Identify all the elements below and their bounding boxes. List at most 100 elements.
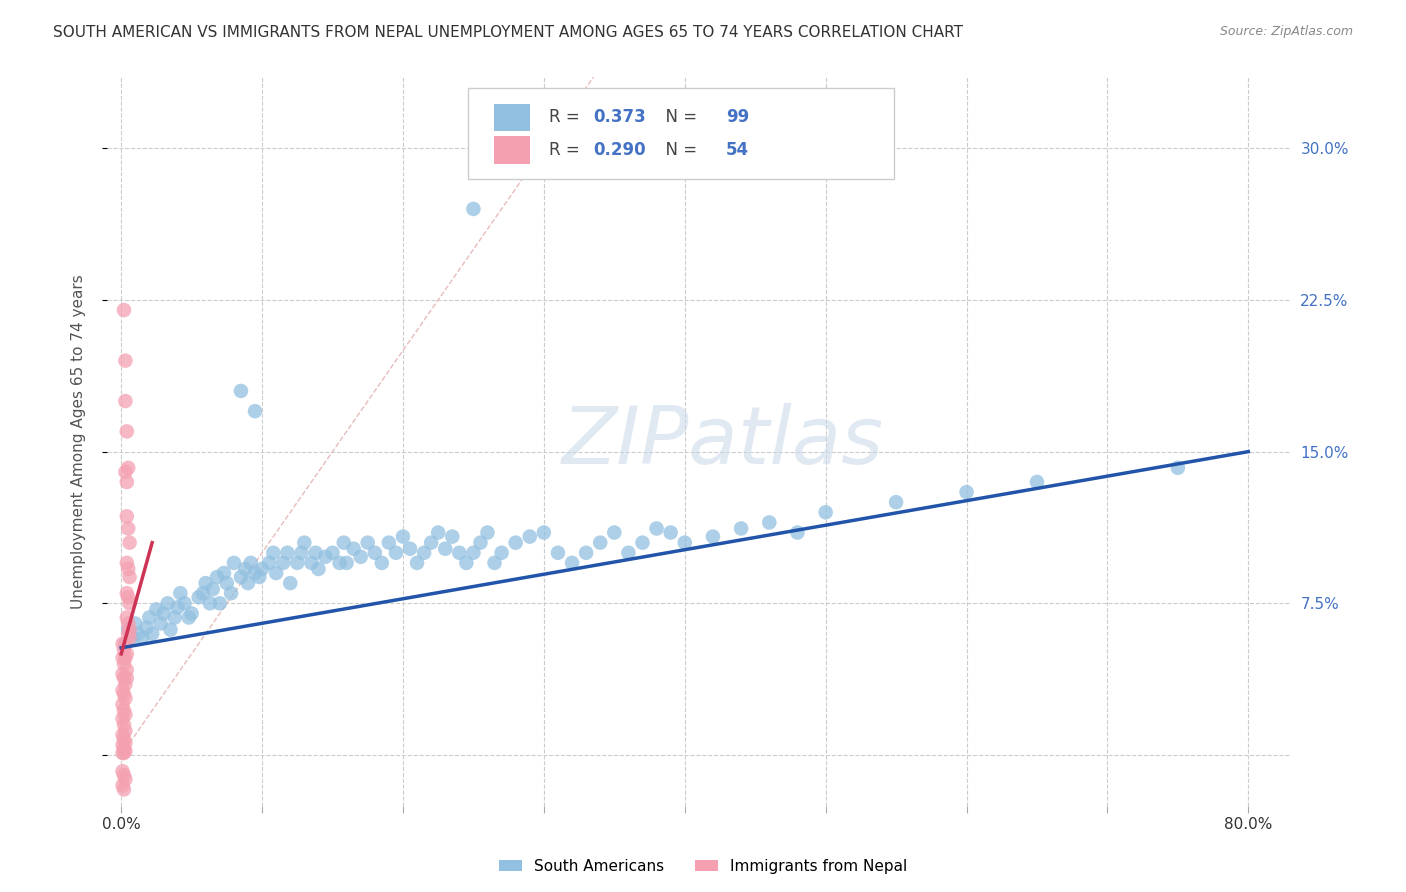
Point bbox=[114, 744, 136, 758]
Point bbox=[198, 596, 221, 610]
Point bbox=[117, 460, 139, 475]
Point bbox=[470, 535, 492, 549]
Point bbox=[547, 546, 569, 560]
Point bbox=[449, 546, 471, 560]
Text: ZIPatlas: ZIPatlas bbox=[561, 402, 883, 481]
Point bbox=[413, 546, 436, 560]
FancyBboxPatch shape bbox=[468, 88, 894, 179]
Point bbox=[180, 607, 202, 621]
Point bbox=[127, 626, 149, 640]
Point bbox=[307, 562, 329, 576]
Point bbox=[786, 525, 808, 540]
Point bbox=[152, 607, 174, 621]
Point bbox=[434, 541, 457, 556]
Point bbox=[115, 475, 138, 489]
Point bbox=[271, 556, 294, 570]
Text: Source: ZipAtlas.com: Source: ZipAtlas.com bbox=[1219, 25, 1353, 38]
Point bbox=[118, 535, 141, 549]
Point bbox=[177, 610, 200, 624]
Point bbox=[285, 556, 308, 570]
Text: R =: R = bbox=[548, 141, 585, 160]
Point bbox=[247, 570, 270, 584]
Point bbox=[357, 535, 380, 549]
Point bbox=[114, 691, 136, 706]
Point bbox=[114, 772, 136, 787]
Text: 0.290: 0.290 bbox=[593, 141, 647, 160]
Point bbox=[118, 623, 141, 637]
Point bbox=[278, 576, 301, 591]
Point bbox=[406, 556, 429, 570]
Point bbox=[392, 530, 415, 544]
Bar bbox=[494, 103, 530, 131]
Point bbox=[111, 651, 134, 665]
Point bbox=[484, 556, 506, 570]
Text: R =: R = bbox=[548, 109, 585, 127]
Point bbox=[399, 541, 422, 556]
Point bbox=[233, 562, 256, 576]
Point bbox=[212, 566, 235, 580]
Point bbox=[250, 562, 273, 576]
Point bbox=[114, 637, 136, 651]
Point bbox=[561, 556, 583, 570]
Point bbox=[115, 556, 138, 570]
Point bbox=[173, 596, 195, 610]
Point bbox=[111, 778, 134, 792]
Point bbox=[124, 616, 146, 631]
Point bbox=[112, 303, 135, 318]
Point bbox=[111, 764, 134, 779]
Point bbox=[111, 712, 134, 726]
Point bbox=[420, 535, 443, 549]
Point bbox=[117, 616, 139, 631]
Point bbox=[329, 556, 352, 570]
Point bbox=[304, 546, 326, 560]
Legend: South Americans, Immigrants from Nepal: South Americans, Immigrants from Nepal bbox=[492, 853, 914, 880]
Point bbox=[955, 485, 977, 500]
Point bbox=[477, 525, 499, 540]
Point bbox=[292, 535, 315, 549]
Point bbox=[166, 600, 188, 615]
Point bbox=[135, 621, 157, 635]
Point bbox=[111, 637, 134, 651]
Point bbox=[519, 530, 541, 544]
Point bbox=[333, 535, 356, 549]
Point bbox=[575, 546, 598, 560]
Point bbox=[112, 643, 135, 657]
Point bbox=[112, 746, 135, 760]
Point bbox=[533, 525, 555, 540]
Point bbox=[673, 535, 696, 549]
Point bbox=[758, 516, 780, 530]
Point bbox=[205, 570, 228, 584]
Point bbox=[111, 667, 134, 681]
Point bbox=[141, 626, 163, 640]
Point bbox=[115, 647, 138, 661]
Point bbox=[730, 521, 752, 535]
Point bbox=[194, 576, 217, 591]
Point bbox=[659, 525, 682, 540]
Point bbox=[505, 535, 527, 549]
Point bbox=[117, 562, 139, 576]
Point bbox=[111, 698, 134, 712]
Text: 0.373: 0.373 bbox=[593, 109, 647, 127]
Point bbox=[1026, 475, 1049, 489]
Point bbox=[243, 404, 266, 418]
Point bbox=[131, 631, 153, 645]
Point bbox=[187, 591, 209, 605]
Point bbox=[112, 671, 135, 685]
Text: SOUTH AMERICAN VS IMMIGRANTS FROM NEPAL UNEMPLOYMENT AMONG AGES 65 TO 74 YEARS C: SOUTH AMERICAN VS IMMIGRANTS FROM NEPAL … bbox=[53, 25, 963, 40]
Point bbox=[114, 394, 136, 409]
Text: 99: 99 bbox=[725, 109, 749, 127]
Point bbox=[117, 521, 139, 535]
Point bbox=[114, 707, 136, 722]
Point bbox=[336, 556, 359, 570]
Point bbox=[121, 631, 143, 645]
Point bbox=[191, 586, 214, 600]
Point bbox=[114, 465, 136, 479]
Point bbox=[117, 591, 139, 605]
Point bbox=[276, 546, 298, 560]
Point bbox=[112, 742, 135, 756]
Text: N =: N = bbox=[655, 109, 703, 127]
Y-axis label: Unemployment Among Ages 65 to 74 years: Unemployment Among Ages 65 to 74 years bbox=[72, 274, 86, 609]
Point bbox=[145, 602, 167, 616]
Point bbox=[111, 738, 134, 752]
Point bbox=[321, 546, 343, 560]
